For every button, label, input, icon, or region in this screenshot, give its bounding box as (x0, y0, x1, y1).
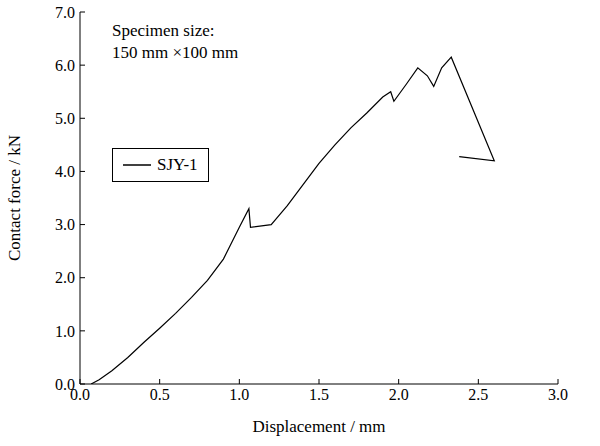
svg-text:3.0: 3.0 (548, 386, 568, 403)
svg-text:Displacement / mm: Displacement / mm (252, 417, 385, 436)
svg-text:0.0: 0.0 (70, 386, 90, 404)
svg-text:1.0: 1.0 (55, 323, 75, 340)
svg-text:4.0: 4.0 (55, 163, 75, 180)
svg-text:3.0: 3.0 (55, 216, 75, 233)
html-text:Specimen size:: Specimen size: (112, 21, 215, 40)
svg-text:6.0: 6.0 (55, 57, 75, 74)
svg-text:1.5: 1.5 (309, 386, 329, 403)
svg-text:Contact force / kN: Contact force / kN (5, 135, 24, 261)
svg-text:2.0: 2.0 (55, 269, 75, 286)
svg-text:0.0: 0.0 (55, 376, 75, 393)
svg-text:5.0: 5.0 (55, 110, 75, 127)
html-text:150 mm ×100 mm: 150 mm ×100 mm (112, 43, 239, 62)
svg-text:2.5: 2.5 (468, 386, 488, 403)
svg-text:2.0: 2.0 (389, 386, 409, 403)
svg-text:0.5: 0.5 (150, 386, 170, 403)
html-text:SJY-1: SJY-1 (157, 155, 198, 174)
svg-text:1.0: 1.0 (229, 386, 249, 403)
svg-text:7.0: 7.0 (55, 4, 75, 21)
